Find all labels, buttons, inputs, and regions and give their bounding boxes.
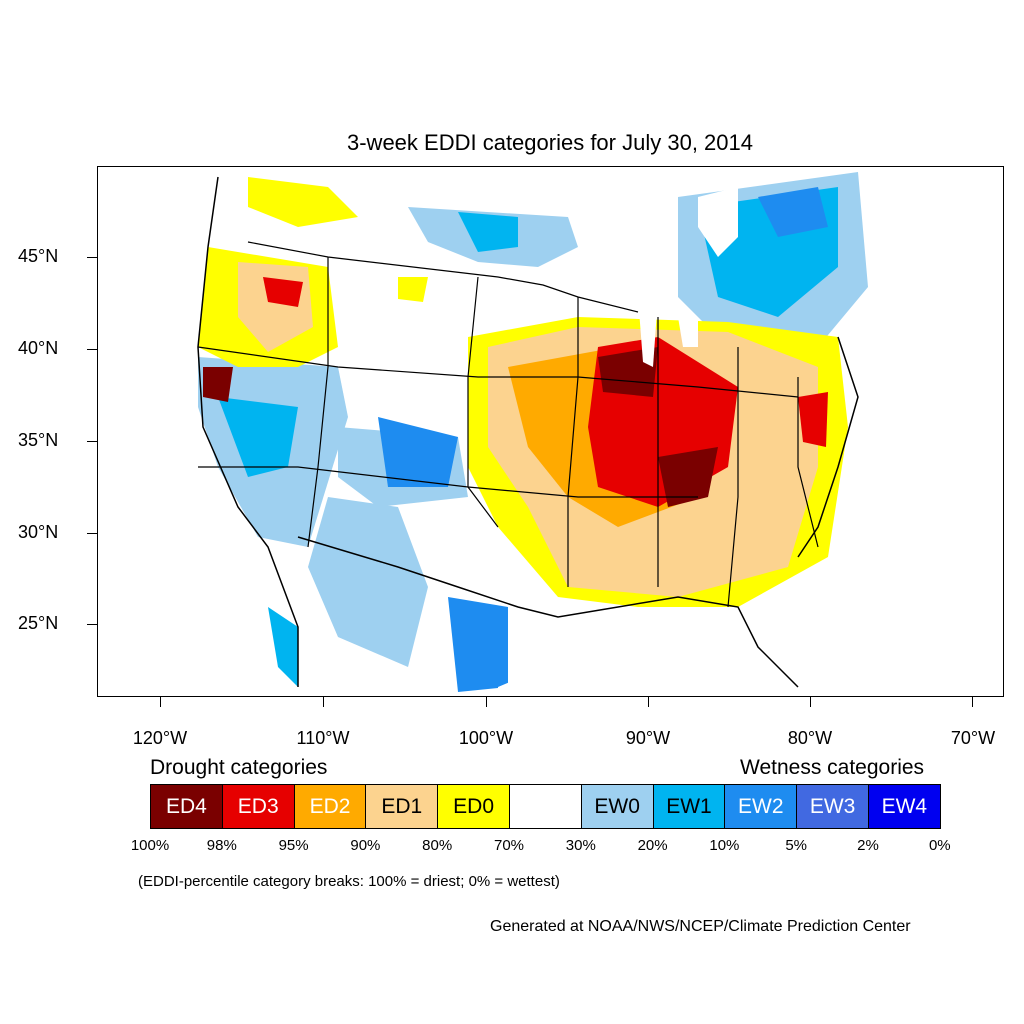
percentile-label: 95% xyxy=(278,837,309,854)
legend-box-ew0: EW0 xyxy=(580,784,654,829)
lat-label: 40°N xyxy=(18,338,59,358)
lat-label: 35°N xyxy=(18,430,59,450)
percentile-label: 5% xyxy=(785,837,808,854)
percentile-label: 10% xyxy=(709,837,740,854)
lat-label: 30°N xyxy=(18,522,59,542)
drought-legend-heading: Drought categories xyxy=(150,756,328,779)
legend-box-ed2: ED2 xyxy=(293,784,367,829)
lon-label: 120°W xyxy=(132,728,188,748)
credit-line: Generated at NOAA/NWS/NCEP/Climate Predi… xyxy=(490,918,911,935)
category-note: (EDDI-percentile category breaks: 100% =… xyxy=(138,873,560,890)
legend-box-ed0: ED0 xyxy=(437,784,510,829)
lat-label: 45°N xyxy=(18,246,59,266)
lat-tick xyxy=(87,257,97,258)
lon-label: 90°W xyxy=(625,728,671,748)
eddi-map xyxy=(97,166,1004,697)
wetness-legend-heading: Wetness categories xyxy=(740,756,925,779)
legend-box-ed3: ED3 xyxy=(221,784,295,829)
boundaries xyxy=(197,176,859,688)
lon-tick xyxy=(972,697,973,707)
lat-tick xyxy=(87,624,97,625)
lat-tick xyxy=(87,533,97,534)
percentile-label: 70% xyxy=(493,837,525,854)
percentile-label: 0% xyxy=(928,837,951,854)
percentile-label: 90% xyxy=(350,837,381,854)
legend-box-ed1: ED1 xyxy=(365,784,439,829)
lon-tick xyxy=(648,697,649,707)
percentile-label: 20% xyxy=(637,837,668,854)
percentile-label: 100% xyxy=(130,837,170,854)
legend-box-ew2: EW2 xyxy=(724,784,798,829)
lon-label: 110°W xyxy=(296,728,350,748)
lon-label: 100°W xyxy=(458,728,514,748)
legend-box-ed4: ED4 xyxy=(150,784,223,829)
lat-tick xyxy=(87,349,97,350)
map-title: 3-week EDDI categories for July 30, 2014 xyxy=(347,130,753,155)
lon-label: 80°W xyxy=(787,728,833,748)
lat-label: 25°N xyxy=(18,613,59,633)
lon-tick xyxy=(160,697,161,707)
legend-box-neutral xyxy=(508,784,582,829)
percentile-label: 98% xyxy=(206,837,237,854)
category-legend: ED4 ED3 ED2 ED1 ED0 EW0 EW1 EW2 EW3 EW4 xyxy=(150,784,941,829)
lon-tick xyxy=(486,697,487,707)
percentile-label: 30% xyxy=(565,837,596,854)
legend-box-ew4: EW4 xyxy=(867,784,941,829)
legend-box-ew1: EW1 xyxy=(652,784,726,829)
lat-tick xyxy=(87,441,97,442)
legend-box-ew3: EW3 xyxy=(796,784,869,829)
lon-tick xyxy=(810,697,811,707)
lon-tick xyxy=(323,697,324,707)
eddi-map-canvas xyxy=(98,167,868,696)
percentile-label: 2% xyxy=(857,837,879,854)
lon-label: 70°W xyxy=(950,728,996,748)
water-bodies xyxy=(98,167,795,696)
percentile-label: 80% xyxy=(422,837,453,854)
